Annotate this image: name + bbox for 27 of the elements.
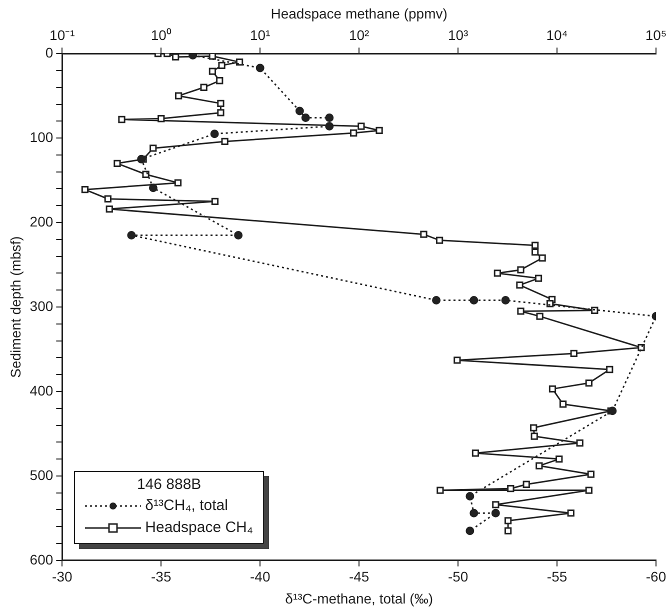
x-tick-label: -40 (250, 568, 270, 585)
x-tick-label: -55 (546, 568, 568, 585)
x-tick-label: -45 (348, 568, 370, 585)
x2-tick-label: 10¹ (250, 27, 271, 44)
y-tick-label: 300 (30, 298, 54, 314)
x2-tick-label: 10⁵ (645, 27, 667, 44)
x2-tick-label: 10⁰ (150, 27, 172, 44)
y-tick-label: 400 (30, 382, 54, 398)
y-tick-label: 600 (30, 551, 54, 568)
x2-tick-label: 10³ (448, 27, 469, 44)
x-tick-label: -30 (52, 568, 72, 585)
x-tick-label: -35 (151, 568, 172, 585)
y-tick-label: 0 (45, 44, 54, 60)
y-tick-label: 500 (30, 466, 54, 483)
y-axis-title: Sediment depth (mbsf) (7, 236, 24, 378)
x2-tick-label: 10² (348, 27, 370, 44)
x2-tick-label: 10⁻¹ (50, 27, 76, 44)
y-tick-label: 200 (30, 213, 54, 230)
x-tick-label: -60 (646, 568, 666, 585)
legend-label: δ¹³CH₄, total (145, 496, 228, 516)
x-tick-label: -50 (448, 568, 468, 585)
y-tick-label: 100 (30, 128, 54, 145)
x2-tick-label: 10⁴ (546, 27, 568, 44)
x-axis-title: δ¹³C-methane, total (‰) (285, 590, 433, 606)
legend-label: Headspace CH₄ (145, 518, 253, 538)
x2-axis-title: Headspace methane (ppmv) (270, 5, 448, 22)
legend-title: 146 888B (136, 476, 202, 494)
